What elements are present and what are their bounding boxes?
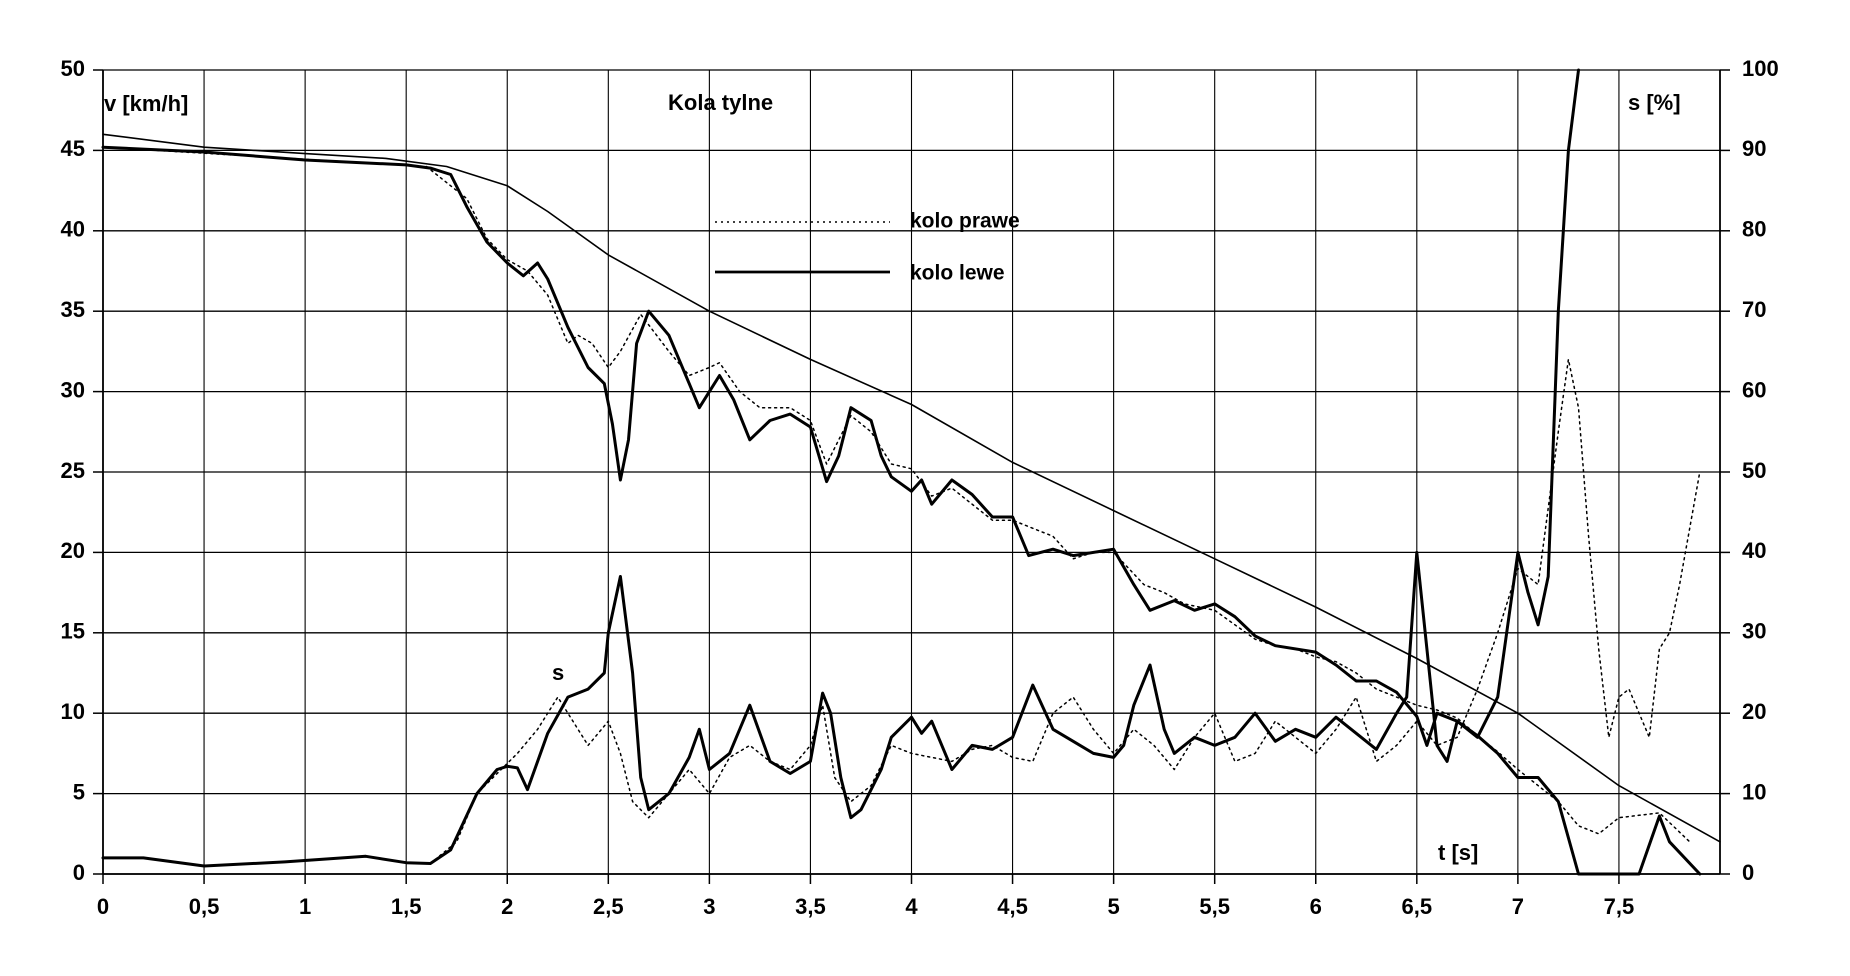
legend: kolo prawe kolo lewe bbox=[715, 210, 1020, 285]
x-tick-label: 2,5 bbox=[593, 894, 624, 919]
y-tick-label-right: 40 bbox=[1742, 538, 1766, 563]
y-tick-label-right: 50 bbox=[1742, 458, 1766, 483]
y-tick-label-left: 25 bbox=[61, 458, 85, 483]
series-line-4 bbox=[429, 358, 1701, 865]
s-curve-marker: s bbox=[552, 660, 564, 685]
y-tick-label-right: 70 bbox=[1742, 297, 1766, 322]
axes bbox=[93, 69, 1730, 884]
x-tick-label: 6 bbox=[1310, 894, 1322, 919]
x-tick-label: 3,5 bbox=[795, 894, 826, 919]
x-tick-label: 0 bbox=[97, 894, 109, 919]
y-tick-label-right: 10 bbox=[1742, 779, 1766, 804]
tick-labels: 0510152025303540455001020304050607080901… bbox=[61, 56, 1779, 919]
y-axis-label-left: v [km/h] bbox=[104, 91, 188, 116]
x-tick-label: 3 bbox=[703, 894, 715, 919]
y-tick-label-left: 10 bbox=[61, 699, 85, 724]
y-tick-label-left: 50 bbox=[61, 56, 85, 81]
series-line-1 bbox=[101, 145, 1702, 876]
series-layer bbox=[101, 68, 1721, 876]
y-tick-label-right: 100 bbox=[1742, 56, 1779, 81]
x-tick-label: 4 bbox=[905, 894, 918, 919]
legend-label-kolo-lewe: kolo lewe bbox=[910, 262, 1005, 285]
y-tick-label-left: 40 bbox=[61, 217, 85, 242]
y-tick-label-left: 35 bbox=[61, 297, 85, 322]
x-tick-label: 1 bbox=[299, 894, 311, 919]
x-tick-label: 2 bbox=[501, 894, 513, 919]
y-tick-label-right: 90 bbox=[1742, 136, 1766, 161]
y-tick-label-right: 60 bbox=[1742, 377, 1766, 402]
y-tick-label-left: 5 bbox=[73, 779, 85, 804]
series-line-3 bbox=[101, 68, 1580, 868]
x-tick-label: 7,5 bbox=[1604, 894, 1635, 919]
legend-label-kolo-prawe: kolo prawe bbox=[910, 210, 1020, 233]
chart-title: Kola tylne bbox=[668, 90, 773, 115]
series-line-0 bbox=[102, 133, 1721, 843]
x-tick-label: 5 bbox=[1108, 894, 1120, 919]
series-line-2 bbox=[102, 146, 1691, 843]
y-tick-label-left: 30 bbox=[61, 377, 85, 402]
y-tick-label-right: 30 bbox=[1742, 619, 1766, 644]
x-tick-label: 4,5 bbox=[997, 894, 1028, 919]
y-tick-label-right: 20 bbox=[1742, 699, 1766, 724]
y-tick-label-left: 15 bbox=[61, 619, 85, 644]
y-tick-label-right: 0 bbox=[1742, 860, 1754, 885]
y-tick-label-right: 80 bbox=[1742, 217, 1766, 242]
x-tick-label: 6,5 bbox=[1402, 894, 1433, 919]
x-tick-label: 7 bbox=[1512, 894, 1524, 919]
x-axis-label: t [s] bbox=[1438, 840, 1478, 865]
x-tick-label: 1,5 bbox=[391, 894, 422, 919]
x-tick-label: 5,5 bbox=[1199, 894, 1230, 919]
y-tick-label-left: 45 bbox=[61, 136, 85, 161]
y-tick-label-left: 0 bbox=[73, 860, 85, 885]
y-tick-label-left: 20 bbox=[61, 538, 85, 563]
y-axis-label-right: s [%] bbox=[1628, 90, 1681, 115]
x-tick-label: 0,5 bbox=[189, 894, 220, 919]
